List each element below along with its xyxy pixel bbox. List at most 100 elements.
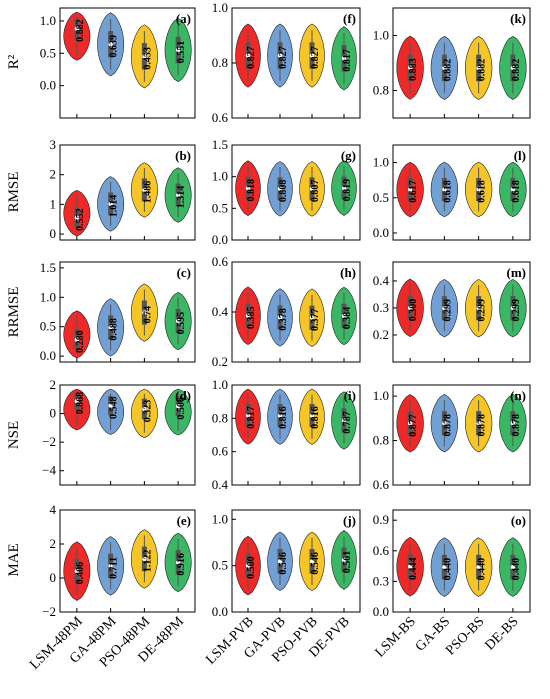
value-label: 0.882 bbox=[477, 59, 488, 82]
value-label: 0.807 bbox=[310, 180, 321, 203]
median-dot bbox=[142, 556, 147, 562]
median-dot bbox=[142, 310, 147, 315]
median-dot bbox=[245, 413, 251, 418]
row-label: RRMSE bbox=[6, 287, 22, 338]
median-dot bbox=[175, 318, 181, 324]
y-tick-label: −4 bbox=[42, 463, 56, 478]
value-label: 0.817 bbox=[246, 406, 257, 429]
panel-c: 0.280 0.488 0.74 0.595 0.0 0.5 1.0 1.5 (c) bbox=[40, 260, 196, 363]
axes-frame bbox=[59, 144, 196, 241]
y-tick-label: 0.5 bbox=[212, 558, 228, 573]
panel-letter: (g) bbox=[341, 148, 356, 163]
y-tick-label: 0.4 bbox=[373, 273, 390, 288]
axes-frame bbox=[392, 261, 531, 363]
median-dot bbox=[442, 187, 447, 192]
panel-letter: (m) bbox=[507, 265, 527, 280]
value-label: 0.453 bbox=[142, 47, 153, 70]
value-label: 0.74 bbox=[142, 306, 153, 324]
y-tick-label: 1.0 bbox=[40, 13, 56, 28]
median-dot bbox=[407, 305, 413, 311]
median-dot bbox=[341, 185, 347, 191]
y-tick-label: 0.5 bbox=[212, 200, 228, 215]
median-dot bbox=[341, 557, 347, 563]
value-label: 0.816 bbox=[310, 406, 321, 429]
axes-frame bbox=[59, 7, 196, 119]
median-dot bbox=[245, 185, 251, 191]
value-label: 0.280 bbox=[75, 330, 86, 353]
median-dot bbox=[442, 306, 447, 311]
median-dot bbox=[476, 187, 481, 192]
y-tick-label: 0.6 bbox=[212, 254, 229, 269]
axes-frame bbox=[392, 384, 531, 486]
median-dot bbox=[476, 564, 481, 570]
value-label: 0.883 bbox=[408, 58, 419, 81]
category-label: PSO-BS bbox=[443, 614, 487, 658]
panel-o: 0.444 0.440 0.440 0.440 0.0 0.3 0.6 0.9 (o) bbox=[373, 509, 531, 619]
y-tick-label: 1.5 bbox=[40, 260, 56, 275]
value-label: 0.618 bbox=[442, 180, 453, 203]
median-dot bbox=[510, 421, 516, 426]
panel-i: 0.817 0.816 0.816 0.787 0.4 0.6 0.8 1.0 (i) bbox=[212, 377, 361, 492]
value-label: 0.827 bbox=[246, 46, 257, 68]
y-tick-label: 0.4 bbox=[212, 477, 229, 492]
value-label: 0.546 bbox=[278, 552, 289, 575]
row-label: RMSE bbox=[6, 172, 22, 213]
y-tick-label: 0.0 bbox=[212, 232, 228, 247]
median-dot bbox=[175, 404, 181, 409]
median-dot bbox=[407, 421, 413, 426]
y-tick-label: 0.9 bbox=[373, 512, 389, 527]
value-label: 0.440 bbox=[477, 558, 488, 581]
median-dot bbox=[407, 564, 413, 569]
median-dot bbox=[108, 201, 113, 207]
y-tick-label: 0.6 bbox=[373, 477, 390, 492]
y-tick-label: 1.0 bbox=[212, 511, 228, 526]
y-tick-label: 0.5 bbox=[40, 45, 56, 60]
axes-frame bbox=[231, 384, 361, 486]
panel-g: 0.818 0.808 0.807 0.819 0.0 0.5 1.0 1.5 (g) bbox=[212, 137, 361, 247]
panel-h: 0.385 0.378 0.377 0.384 0.2 0.4 0.6 (h) bbox=[212, 254, 361, 369]
median-dot bbox=[309, 315, 315, 320]
value-label: 0.618 bbox=[477, 180, 488, 203]
median-dot bbox=[277, 53, 283, 58]
value-label: 0.868 bbox=[75, 392, 86, 415]
median-dot bbox=[74, 215, 80, 220]
y-tick-label: 1.0 bbox=[212, 377, 228, 392]
median-dot bbox=[142, 187, 147, 193]
category-label: DE-BS bbox=[482, 614, 521, 653]
panel-k: 0.883 0.882 0.882 0.882 0.8 1.0 (k) bbox=[373, 7, 531, 119]
median-dot bbox=[341, 418, 347, 423]
panel-j: 0.500 0.546 0.546 0.561 0.0 0.5 1.0 (j) bbox=[212, 509, 361, 619]
median-dot bbox=[309, 53, 315, 58]
row-label: R² bbox=[6, 54, 22, 69]
y-tick-label: −2 bbox=[42, 604, 56, 619]
y-tick-label: −2 bbox=[42, 434, 56, 449]
y-tick-label: 0.8 bbox=[212, 55, 228, 70]
y-tick-label: 0 bbox=[50, 570, 57, 585]
value-label: 0.882 bbox=[511, 59, 522, 82]
value-label: 0.878 bbox=[442, 414, 453, 437]
value-label: 0.819 bbox=[342, 179, 353, 202]
value-label: 1.486 bbox=[142, 181, 153, 204]
panel-letter: (f) bbox=[343, 11, 356, 26]
y-tick-label: 0.0 bbox=[373, 604, 389, 619]
median-dot bbox=[277, 413, 283, 418]
y-tick-label: 2 bbox=[50, 536, 57, 551]
value-label: 0.595 bbox=[176, 312, 187, 335]
axes-frame bbox=[59, 261, 196, 363]
value-label: 0.551 bbox=[176, 41, 187, 64]
value-label: 0.878 bbox=[477, 414, 488, 437]
value-label: 0.878 bbox=[511, 414, 522, 437]
value-label: 0.377 bbox=[310, 309, 321, 332]
panel-letter: (b) bbox=[175, 148, 191, 163]
value-label: 0.787 bbox=[342, 411, 353, 434]
y-tick-label: 0.6 bbox=[212, 110, 229, 125]
value-label: 1.122 bbox=[142, 550, 153, 573]
median-dot bbox=[108, 403, 113, 408]
y-tick-label: 4 bbox=[50, 502, 57, 517]
y-tick-label: 0.4 bbox=[212, 304, 229, 319]
value-label: 0.818 bbox=[246, 179, 257, 202]
panel-a: 0.882 0.639 0.453 0.551 0.0 0.5 1.0 (a) bbox=[40, 7, 196, 119]
median-dot bbox=[245, 53, 251, 58]
value-label: 0.817 bbox=[342, 49, 353, 71]
value-label: 0.299 bbox=[511, 299, 522, 322]
